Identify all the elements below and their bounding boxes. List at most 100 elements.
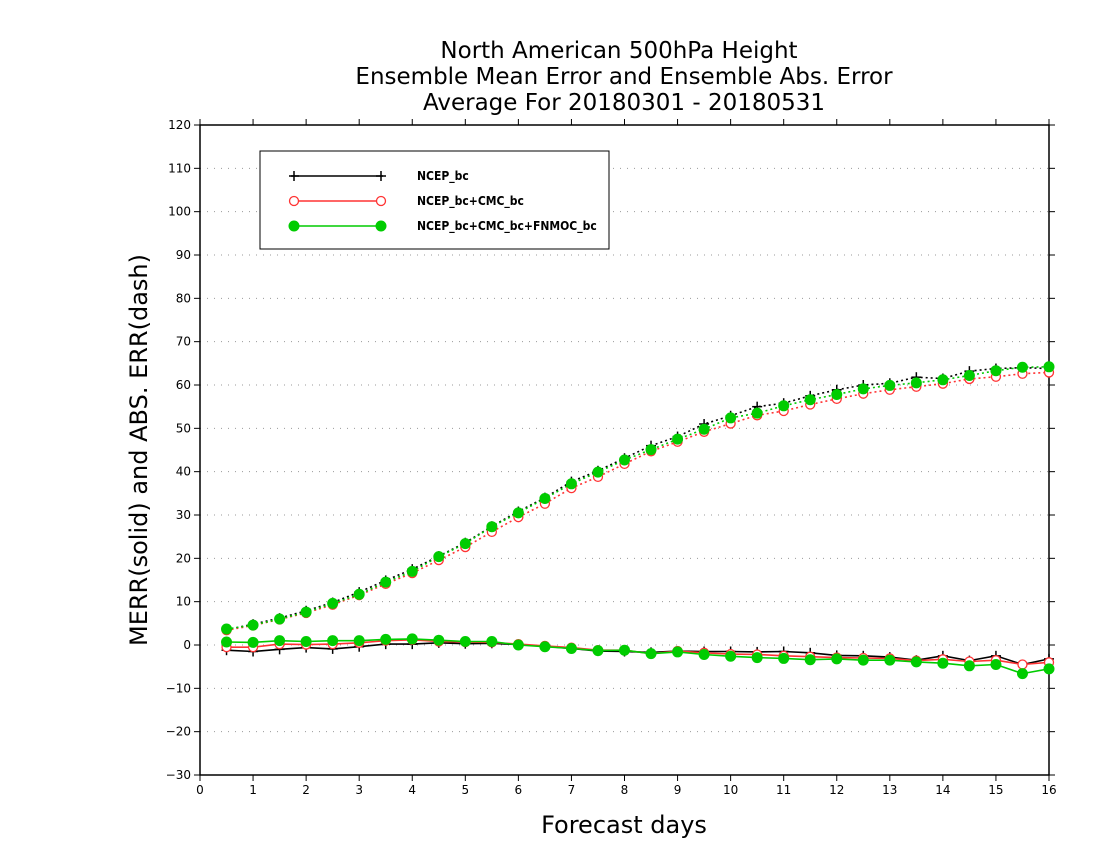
x-tick-label: 11 xyxy=(776,783,791,797)
y-tick-label: −20 xyxy=(166,725,191,739)
merr-point-NCEP_bc+CMC_bc+FNMOC_bc xyxy=(910,656,922,668)
y-tick-label: 60 xyxy=(176,378,191,392)
merr-point-NCEP_bc+CMC_bc+FNMOC_bc xyxy=(698,649,710,661)
legend-marker-end xyxy=(375,195,387,207)
merr-point-NCEP_bc+CMC_bc+FNMOC_bc xyxy=(247,636,259,648)
y-axis-label: MERR(solid) and ABS. ERR(dash) xyxy=(125,254,153,646)
x-tick-label: 3 xyxy=(355,783,363,797)
abs-err-point-NCEP_bc+CMC_bc+FNMOC_bc xyxy=(804,394,816,406)
abs-err-point-NCEP_bc+CMC_bc+FNMOC_bc xyxy=(512,507,524,519)
merr-point-NCEP_bc+CMC_bc+FNMOC_bc xyxy=(565,642,577,654)
y-tick-label: 10 xyxy=(176,595,191,609)
abs-err-point-NCEP_bc+CMC_bc+FNMOC_bc xyxy=(459,538,471,550)
abs-err-point-NCEP_bc+CMC_bc+FNMOC_bc xyxy=(300,606,312,618)
legend-box xyxy=(259,150,610,250)
abs-err-point-NCEP_bc+CMC_bc+FNMOC_bc xyxy=(221,623,233,635)
abs-err-point-NCEP_bc+CMC_bc+FNMOC_bc xyxy=(353,588,365,600)
legend-marker-start xyxy=(289,171,299,181)
legend-marker-end xyxy=(376,171,386,181)
y-tick-label: −10 xyxy=(166,681,191,695)
abs-err-point-NCEP_bc+CMC_bc+FNMOC_bc xyxy=(539,493,551,505)
x-tick-label: 16 xyxy=(1041,783,1056,797)
merr-point-NCEP_bc+CMC_bc+FNMOC_bc xyxy=(1016,668,1028,680)
legend-entry-NCEP_bc+CMC_bc: NCEP_bc+CMC_bc xyxy=(288,194,524,209)
abs-err-point-NCEP_bc+CMC_bc+FNMOC_bc xyxy=(486,521,498,533)
chart-title-line-1: North American 500hPa Height xyxy=(440,38,797,64)
y-tick-label: 100 xyxy=(168,205,191,219)
x-tick-label: 12 xyxy=(829,783,844,797)
merr-point-NCEP_bc+CMC_bc+FNMOC_bc xyxy=(512,639,524,651)
y-tick-label: 0 xyxy=(183,638,191,652)
legend-label: NCEP_bc xyxy=(417,169,469,184)
x-tick-label: 10 xyxy=(723,783,738,797)
abs-err-point-NCEP_bc+CMC_bc+FNMOC_bc xyxy=(433,551,445,563)
x-tick-label: 8 xyxy=(621,783,629,797)
merr-point-NCEP_bc+CMC_bc+FNMOC_bc xyxy=(751,652,763,664)
abs-err-line-NCEP_bc xyxy=(226,366,1050,631)
abs-err-point-NCEP_bc+CMC_bc+FNMOC_bc xyxy=(380,576,392,588)
y-tick-label: 120 xyxy=(168,118,191,132)
x-tick-label: 15 xyxy=(988,783,1003,797)
abs-err-point-NCEP_bc+CMC_bc+FNMOC_bc xyxy=(937,374,949,386)
abs-err-point-NCEP_bc+CMC_bc+FNMOC_bc xyxy=(274,613,286,625)
y-tick-label: 110 xyxy=(168,161,191,175)
legend-marker-start xyxy=(288,195,300,207)
abs-err-line-NCEP_bc+CMC_bc+FNMOC_bc xyxy=(226,366,1050,630)
abs-err-point-NCEP_bc+CMC_bc+FNMOC_bc xyxy=(778,400,790,412)
merr-point-NCEP_bc+CMC_bc+FNMOC_bc xyxy=(327,635,339,647)
abs-err-point-NCEP_bc+CMC_bc+FNMOC_bc xyxy=(751,407,763,419)
chart-title: North American 500hPa Height Ensemble Me… xyxy=(355,38,893,116)
abs-err-point-NCEP_bc+CMC_bc+FNMOC_bc xyxy=(672,433,684,445)
abs-err-point-NCEP_bc+CMC_bc+FNMOC_bc xyxy=(619,454,630,466)
legend-entry-NCEP_bc+CMC_bc+FNMOC_bc: NCEP_bc+CMC_bc+FNMOC_bc xyxy=(288,219,597,234)
abs-err-point-NCEP_bc+CMC_bc+FNMOC_bc xyxy=(1016,361,1028,373)
x-tick-label: 13 xyxy=(882,783,897,797)
abs-err-point-NCEP_bc+CMC_bc+FNMOC_bc xyxy=(698,423,710,435)
abs-err-point-NCEP_bc+CMC_bc+FNMOC_bc xyxy=(247,619,259,631)
abs-err-point-NCEP_bc+CMC_bc+FNMOC_bc xyxy=(963,369,975,381)
merr-point-NCEP_bc+CMC_bc+FNMOC_bc xyxy=(963,660,975,672)
x-tick-label: 6 xyxy=(515,783,523,797)
x-tick-label: 9 xyxy=(674,783,682,797)
merr-point-NCEP_bc+CMC_bc+FNMOC_bc xyxy=(884,654,896,666)
y-tick-label: 90 xyxy=(176,248,191,262)
merr-point-NCEP_bc+CMC_bc+FNMOC_bc xyxy=(221,636,233,648)
y-tick-label: −30 xyxy=(166,768,191,782)
legend-marker-start xyxy=(288,220,300,232)
merr-point-NCEP_bc+CMC_bc+FNMOC_bc xyxy=(486,636,498,648)
legend-entry-NCEP_bc: NCEP_bc xyxy=(289,169,469,184)
series-NCEP_bc+CMC_bc xyxy=(221,367,1055,670)
abs-err-point-NCEP_bc+CMC_bc+FNMOC_bc xyxy=(592,466,604,478)
legend: NCEP_bc NCEP_bc+CMC_bc NCEP_bc+CMC_bc+FNMO… xyxy=(259,150,610,250)
abs-err-point-NCEP_bc+CMC_bc+FNMOC_bc xyxy=(406,565,418,577)
merr-point-NCEP_bc+CMC_bc+FNMOC_bc xyxy=(406,633,418,645)
merr-point-NCEP_bc+CMC_bc xyxy=(1017,659,1028,670)
merr-point-NCEP_bc+CMC_bc+FNMOC_bc xyxy=(300,636,312,648)
abs-err-point-NCEP_bc+CMC_bc+FNMOC_bc xyxy=(725,412,737,424)
abs-err-line-NCEP_bc+CMC_bc xyxy=(226,371,1050,632)
merr-point-NCEP_bc+CMC_bc+FNMOC_bc xyxy=(778,652,790,664)
merr-point-NCEP_bc+CMC_bc+FNMOC_bc xyxy=(380,633,392,645)
abs-err-point-NCEP_bc+CMC_bc+FNMOC_bc xyxy=(1043,361,1055,373)
x-tick-label: 1 xyxy=(249,783,257,797)
series-layer xyxy=(221,361,1055,680)
x-tick-label: 0 xyxy=(196,783,204,797)
abs-err-point-NCEP_bc+CMC_bc+FNMOC_bc xyxy=(990,365,1002,377)
series-NCEP_bc xyxy=(221,362,1054,670)
legend-label: NCEP_bc+CMC_bc xyxy=(417,194,524,209)
y-tick-label: 40 xyxy=(176,465,191,479)
series-NCEP_bc+CMC_bc+FNMOC_bc xyxy=(221,361,1055,680)
merr-point-NCEP_bc+CMC_bc+FNMOC_bc xyxy=(672,646,684,658)
x-axis-label: Forecast days xyxy=(541,811,707,839)
merr-point-NCEP_bc+CMC_bc+FNMOC_bc xyxy=(937,657,949,669)
merr-point-NCEP_bc+CMC_bc+FNMOC_bc xyxy=(619,644,630,656)
abs-err-point-NCEP_bc+CMC_bc+FNMOC_bc xyxy=(910,377,922,389)
merr-point-NCEP_bc+CMC_bc+FNMOC_bc xyxy=(990,659,1002,670)
merr-point-NCEP_bc+CMC_bc+FNMOC_bc xyxy=(804,654,816,666)
merr-point-NCEP_bc+CMC_bc+FNMOC_bc xyxy=(433,634,445,646)
grid xyxy=(200,167,1049,733)
merr-point-NCEP_bc+CMC_bc+FNMOC_bc xyxy=(1043,663,1055,675)
abs-err-point-NCEP_bc+CMC_bc+FNMOC_bc xyxy=(645,444,657,456)
abs-err-point-NCEP_bc+CMC_bc+FNMOC_bc xyxy=(831,389,843,401)
